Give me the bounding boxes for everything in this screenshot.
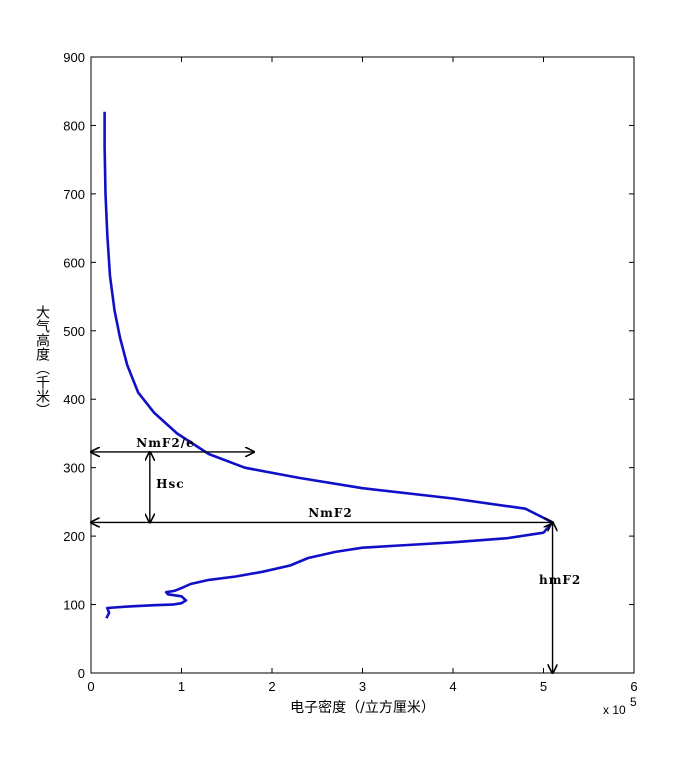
x-multiplier-exponent: 5 (630, 695, 637, 709)
y-tick-label: 600 (63, 255, 85, 270)
axis-titles: 电子密度（/立方厘米） 大气高度（千米） x 10 5 (34, 305, 637, 717)
y-tick-label: 0 (78, 666, 85, 681)
y-tick-label: 200 (63, 529, 85, 544)
annotation-label: Hsc (156, 477, 184, 491)
y-tick-label: 700 (63, 187, 85, 202)
x-tick-label: 1 (178, 679, 185, 694)
series-line-0 (103, 111, 554, 619)
annotation-labels: NmF2/e Hsc NmF2 hmF2 (136, 436, 581, 587)
x-tick-label: 2 (268, 679, 275, 694)
y-tick-label: 500 (63, 324, 85, 339)
x-axis-title: 电子密度（/立方厘米） (290, 699, 435, 716)
x-tick-label: 6 (630, 679, 637, 694)
y-tick-label: 300 (63, 461, 85, 476)
annotation-label: NmF2/e (136, 436, 195, 450)
plot-area (90, 56, 635, 674)
series-layer (103, 111, 554, 619)
x-multiplier: x 10 (603, 703, 626, 717)
x-tick-label: 4 (449, 679, 456, 694)
x-tick-label: 3 (359, 679, 366, 694)
annotation-label: NmF2 (308, 506, 353, 520)
x-tick-label: 5 (540, 679, 547, 694)
annotation-arrows (91, 452, 553, 673)
y-tick-label: 400 (63, 392, 85, 407)
annotation-label: hmF2 (539, 573, 581, 587)
y-tick-label: 100 (63, 598, 85, 613)
y-tick-label: 900 (63, 50, 85, 65)
y-tick-label: 800 (63, 118, 85, 133)
y-axis-title: 大气高度（千米） (34, 305, 50, 417)
x-tick-label: 0 (87, 679, 94, 694)
axis-ticks: 0 1 2 3 4 5 6 0 100 200 300 400 500 600 700 800 900 (63, 50, 637, 694)
